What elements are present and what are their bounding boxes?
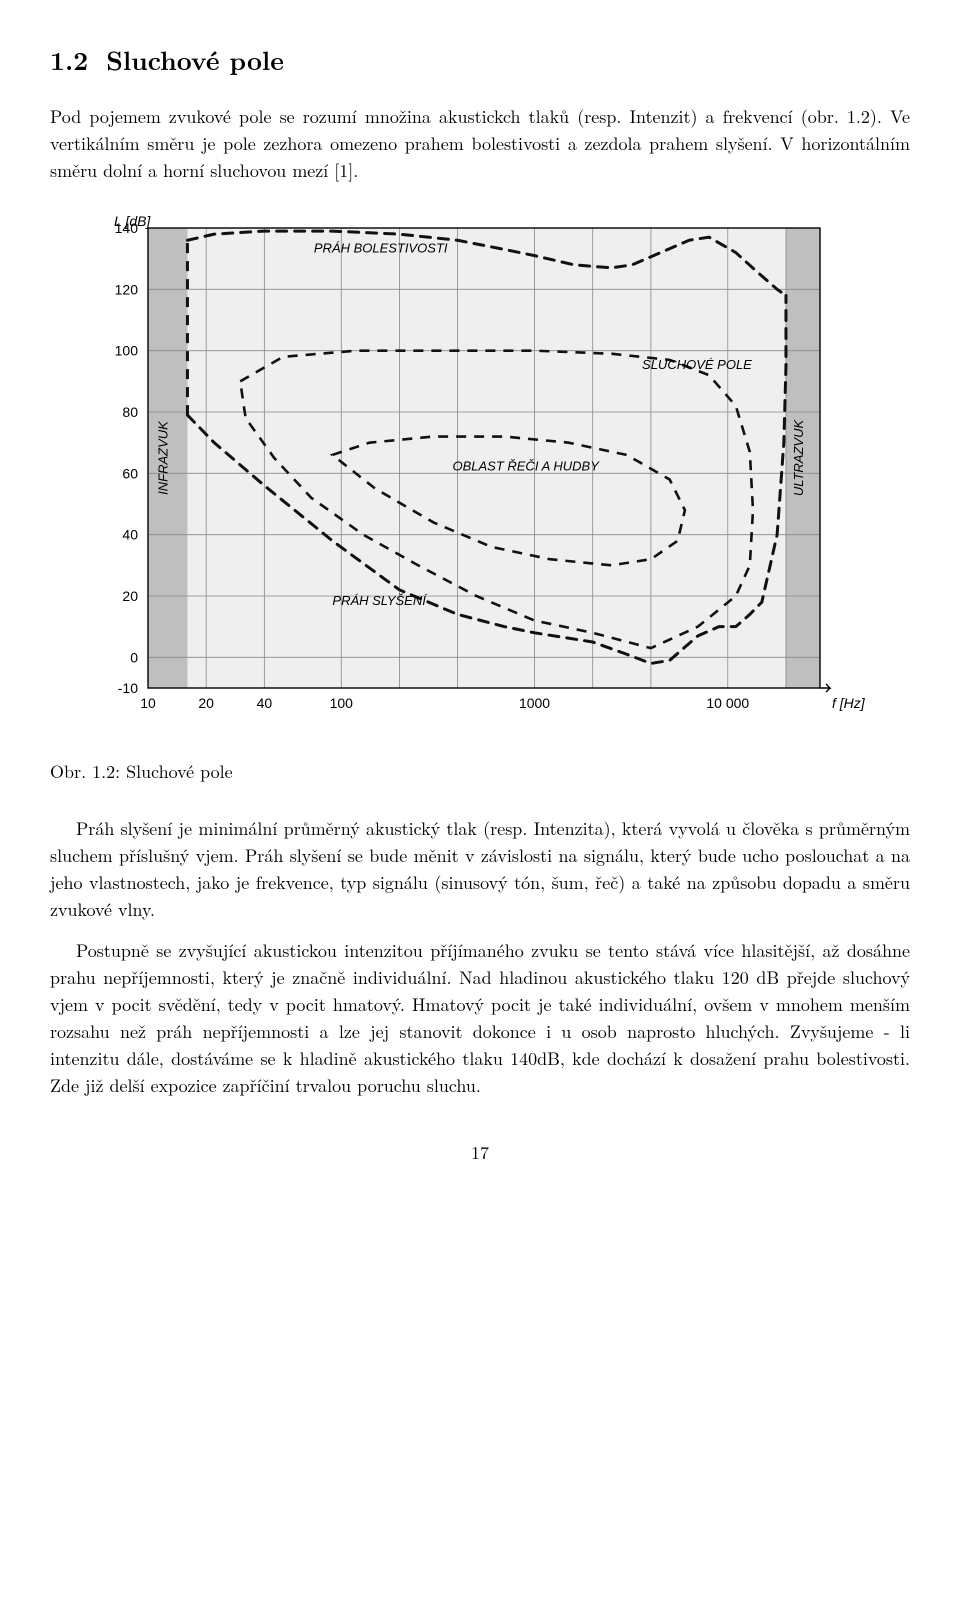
svg-text:40: 40: [122, 527, 138, 543]
svg-text:SLUCHOVÉ POLE: SLUCHOVÉ POLE: [642, 357, 752, 372]
page-number: 17: [471, 1140, 489, 1165]
svg-text:1000: 1000: [519, 695, 550, 711]
svg-text:0: 0: [130, 649, 138, 665]
intensity-paragraph: Postupně se zvyšující akustickou intenzi…: [50, 937, 910, 1099]
section-title: Sluchové pole: [106, 41, 284, 78]
section-number: 1.2: [50, 41, 88, 78]
svg-text:10 000: 10 000: [706, 695, 749, 711]
section-heading: 1.2 Sluchové pole: [50, 40, 910, 79]
svg-text:80: 80: [122, 404, 138, 420]
figure: -10020406080100120140102040100100010 000…: [50, 210, 910, 785]
svg-text:60: 60: [122, 465, 138, 481]
svg-text:-10: -10: [118, 680, 138, 696]
svg-text:PRÁH SLYŠENÍ: PRÁH SLYŠENÍ: [332, 593, 428, 608]
svg-text:OBLAST ŘEČI A HUDBY: OBLAST ŘEČI A HUDBY: [452, 458, 600, 473]
svg-text:L [dB]: L [dB]: [114, 213, 151, 229]
svg-text:40: 40: [257, 695, 273, 711]
svg-text:100: 100: [115, 343, 139, 359]
svg-text:ULTRAZVUK: ULTRAZVUK: [791, 419, 806, 497]
svg-text:100: 100: [330, 695, 354, 711]
svg-text:10: 10: [140, 695, 156, 711]
threshold-paragraph: Práh slyšení je minimální průměrný akust…: [50, 815, 910, 923]
intro-paragraph: Pod pojemem zvukové pole se rozumí množi…: [50, 103, 910, 184]
svg-text:120: 120: [115, 281, 139, 297]
hearing-field-chart: -10020406080100120140102040100100010 000…: [70, 210, 890, 730]
svg-text:f [Hz]: f [Hz]: [832, 695, 866, 711]
svg-text:PRÁH BOLESTIVOSTI: PRÁH BOLESTIVOSTI: [314, 241, 448, 256]
svg-text:20: 20: [122, 588, 138, 604]
svg-text:20: 20: [198, 695, 214, 711]
svg-text:INFRAZVUK: INFRAZVUK: [156, 420, 171, 495]
figure-caption: Obr. 1.2: Sluchové pole: [50, 758, 910, 785]
